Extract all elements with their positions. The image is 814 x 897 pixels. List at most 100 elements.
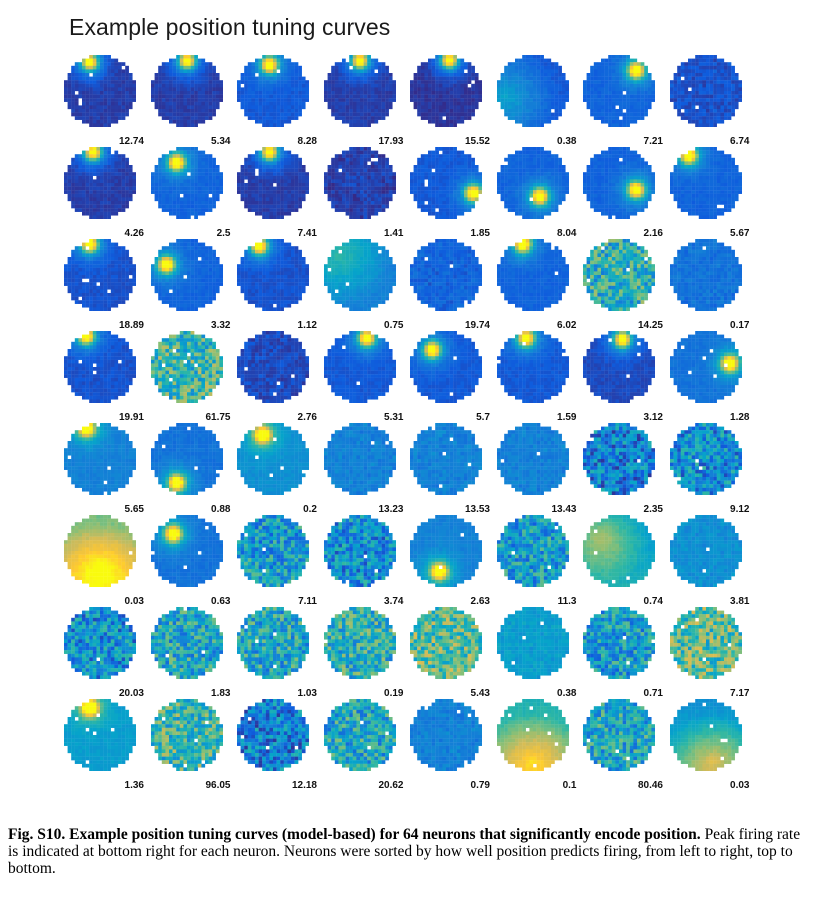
tuning-curve-cell: 6.74	[664, 55, 750, 147]
tuning-curve-cell: 18.89	[58, 239, 144, 331]
peak-firing-rate-label: 80.46	[638, 781, 663, 791]
position-tuning-heatmap	[669, 699, 742, 771]
position-tuning-heatmap	[237, 423, 309, 495]
peak-firing-rate-label: 96.05	[205, 781, 230, 791]
position-tuning-heatmap	[496, 607, 569, 679]
position-tuning-heatmap	[237, 331, 309, 403]
tuning-curve-cell: 0.03	[58, 515, 144, 607]
peak-firing-rate-label: 17.93	[378, 137, 403, 147]
tuning-curve-cell: 17.93	[318, 55, 404, 147]
peak-firing-rate-label: 3.32	[211, 321, 230, 331]
peak-firing-rate-label: 1.41	[384, 229, 403, 239]
position-tuning-heatmap	[669, 423, 742, 495]
tuning-curve-cell: 5.31	[318, 331, 404, 423]
peak-firing-rate-label: 0.74	[644, 597, 663, 607]
tuning-curve-cell: 12.74	[58, 55, 144, 147]
tuning-curve-cell: 0.74	[577, 515, 663, 607]
position-tuning-heatmap	[323, 147, 396, 219]
tuning-curve-cell: 2.16	[577, 147, 663, 239]
peak-firing-rate-label: 6.02	[557, 321, 576, 331]
peak-firing-rate-label: 11.3	[558, 597, 577, 607]
peak-firing-rate-label: 0.79	[471, 781, 490, 791]
peak-firing-rate-label: 7.17	[730, 689, 749, 699]
peak-firing-rate-label: 7.41	[298, 229, 317, 239]
tuning-curve-cell: 0.88	[145, 423, 231, 515]
position-tuning-heatmap	[669, 147, 742, 219]
peak-firing-rate-label: 1.12	[298, 321, 317, 331]
tuning-curve-cell: 8.28	[231, 55, 317, 147]
position-tuning-heatmap	[669, 331, 742, 403]
tuning-curve-cell: 13.43	[491, 423, 577, 515]
position-tuning-heatmap	[237, 699, 309, 771]
position-tuning-heatmap	[323, 515, 396, 587]
position-tuning-heatmap	[64, 331, 136, 403]
tuning-curve-cell: 7.21	[577, 55, 663, 147]
position-tuning-heatmap	[583, 423, 655, 495]
position-tuning-heatmap	[583, 607, 655, 679]
peak-firing-rate-label: 19.74	[465, 321, 490, 331]
position-tuning-heatmap	[410, 331, 482, 403]
position-tuning-heatmap	[496, 331, 569, 403]
position-tuning-heatmap	[669, 239, 742, 311]
peak-firing-rate-label: 5.65	[125, 505, 144, 515]
peak-firing-rate-label: 1.36	[125, 781, 144, 791]
tuning-curve-cell: 1.83	[145, 607, 231, 699]
peak-firing-rate-label: 2.76	[298, 413, 317, 423]
peak-firing-rate-label: 7.21	[644, 137, 663, 147]
peak-firing-rate-label: 13.53	[465, 505, 490, 515]
tuning-curve-cell: 2.35	[577, 423, 663, 515]
tuning-curve-grid: 12.74 5.34 8.28 17.93 15.52 0.38 7.21 6.74 4.26 2…	[58, 55, 758, 791]
tuning-curve-cell: 7.11	[231, 515, 317, 607]
position-tuning-heatmap	[150, 699, 223, 771]
position-tuning-heatmap	[323, 699, 396, 771]
position-tuning-heatmap	[64, 423, 136, 495]
tuning-curve-cell: 1.85	[404, 147, 490, 239]
position-tuning-heatmap	[410, 607, 482, 679]
tuning-curve-cell: 0.75	[318, 239, 404, 331]
peak-firing-rate-label: 8.28	[298, 137, 317, 147]
peak-firing-rate-label: 2.63	[471, 597, 490, 607]
peak-firing-rate-label: 2.35	[644, 505, 663, 515]
tuning-curve-cell: 20.03	[58, 607, 144, 699]
position-tuning-heatmap	[150, 331, 223, 403]
peak-firing-rate-label: 6.74	[730, 137, 749, 147]
position-tuning-heatmap	[583, 515, 655, 587]
tuning-curve-cell: 6.02	[491, 239, 577, 331]
peak-firing-rate-label: 1.85	[471, 229, 490, 239]
peak-firing-rate-label: 3.12	[644, 413, 663, 423]
peak-firing-rate-label: 7.11	[298, 597, 317, 607]
peak-firing-rate-label: 14.25	[638, 321, 663, 331]
tuning-curve-cell: 3.32	[145, 239, 231, 331]
position-tuning-heatmap	[64, 699, 136, 771]
position-tuning-heatmap	[410, 423, 482, 495]
tuning-curve-cell: 19.74	[404, 239, 490, 331]
position-tuning-heatmap	[496, 515, 569, 587]
peak-firing-rate-label: 8.04	[557, 229, 576, 239]
peak-firing-rate-label: 1.03	[298, 689, 317, 699]
peak-firing-rate-label: 13.23	[378, 505, 403, 515]
peak-firing-rate-label: 12.18	[292, 781, 317, 791]
position-tuning-heatmap	[583, 55, 655, 127]
peak-firing-rate-label: 0.88	[211, 505, 230, 515]
peak-firing-rate-label: 15.52	[465, 137, 490, 147]
tuning-curve-cell: 1.36	[58, 699, 144, 791]
tuning-curve-cell: 0.38	[491, 607, 577, 699]
position-tuning-heatmap	[669, 515, 742, 587]
tuning-curve-cell: 0.03	[664, 699, 750, 791]
tuning-curve-cell: 5.65	[58, 423, 144, 515]
position-tuning-heatmap	[410, 699, 482, 771]
peak-firing-rate-label: 0.38	[557, 137, 576, 147]
position-tuning-heatmap	[150, 423, 223, 495]
peak-firing-rate-label: 5.31	[384, 413, 403, 423]
position-tuning-heatmap	[323, 423, 396, 495]
tuning-curve-cell: 1.28	[664, 331, 750, 423]
peak-firing-rate-label: 1.59	[557, 413, 576, 423]
position-tuning-heatmap	[237, 239, 309, 311]
tuning-curve-cell: 1.12	[231, 239, 317, 331]
position-tuning-heatmap	[237, 55, 309, 127]
tuning-curve-cell: 11.3	[491, 515, 577, 607]
position-tuning-heatmap	[583, 147, 655, 219]
peak-firing-rate-label: 1.83	[211, 689, 230, 699]
tuning-curve-cell: 3.12	[577, 331, 663, 423]
position-tuning-heatmap	[669, 55, 742, 127]
